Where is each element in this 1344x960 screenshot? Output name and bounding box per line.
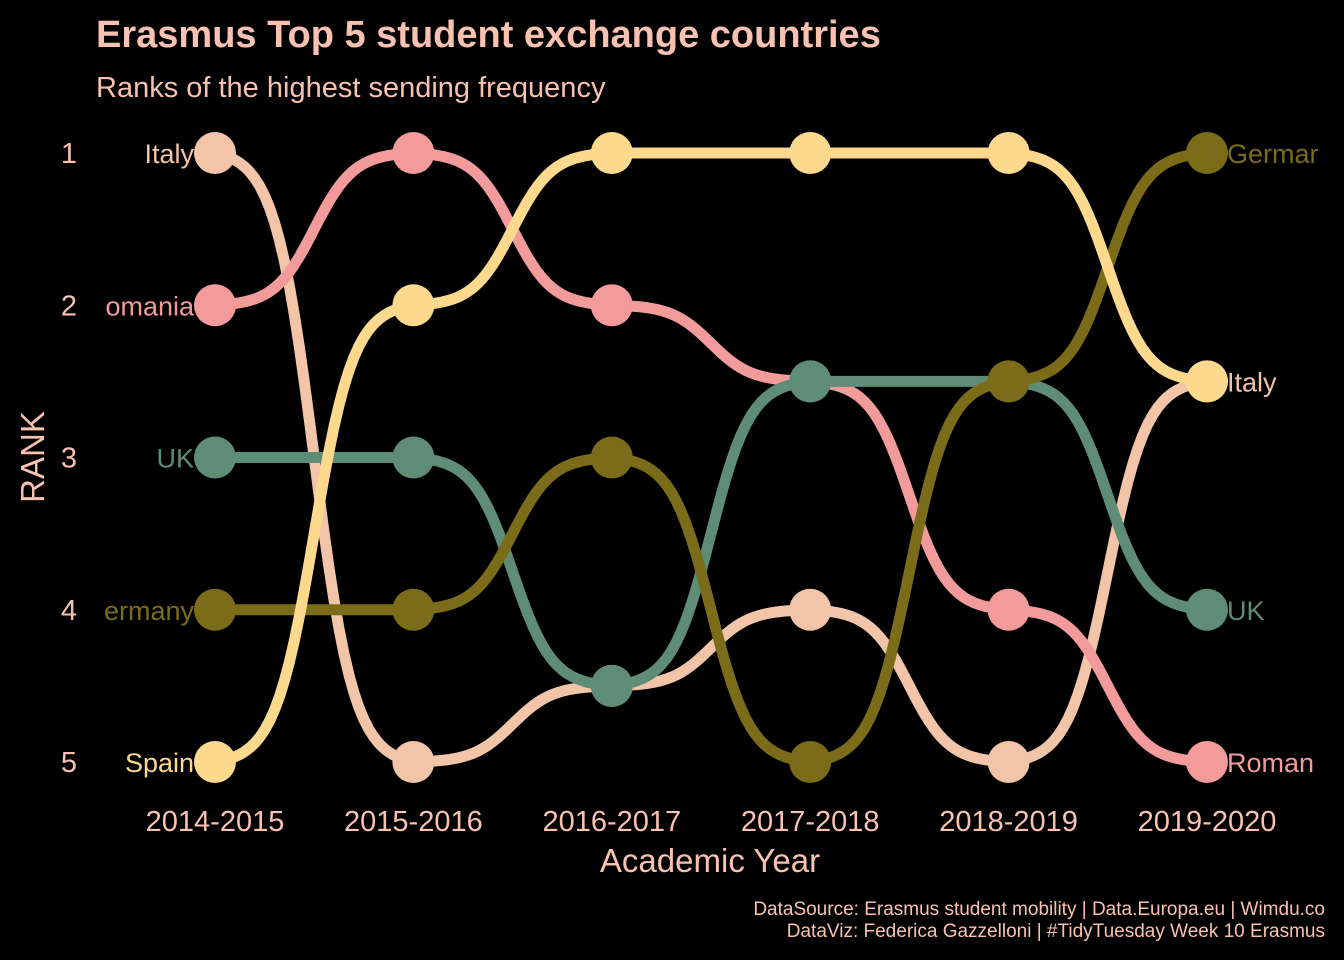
x-tick-labels: 2014-2015 2015-2016 2016-2017 2017-2018 2018…: [146, 806, 1277, 838]
end-label-romania: Roman: [1227, 748, 1314, 778]
point-uk: [392, 436, 435, 479]
point-italy: [392, 741, 435, 783]
point-spain: [1186, 360, 1228, 403]
y-tick-label: 5: [61, 747, 77, 779]
y-tick-label: 1: [61, 138, 77, 170]
point-uk: [1186, 588, 1228, 631]
x-tick-label: 2016-2017: [542, 806, 681, 838]
point-spain: [194, 741, 236, 783]
end-label-italy: Italy: [1227, 367, 1277, 397]
y-axis-title: RANK: [14, 411, 51, 503]
series-line-germany: [209, 147, 1213, 768]
series-points: [194, 132, 1228, 783]
start-label-germany: ermany: [104, 596, 195, 626]
series-lines: [209, 147, 1213, 768]
point-spain: [987, 132, 1030, 174]
end-label-uk: UK: [1227, 596, 1265, 626]
chart-title: Erasmus Top 5 student exchange countries: [96, 14, 881, 56]
x-tick-label: 2015-2016: [344, 806, 483, 838]
point-spain: [789, 132, 832, 174]
y-tick-label: 4: [61, 595, 77, 627]
y-tick-labels: 1 2 3 4 5: [61, 138, 77, 779]
x-tick-label: 2014-2015: [146, 806, 285, 838]
point-germany: [1186, 132, 1228, 174]
point-italy: [987, 741, 1030, 783]
point-germany: [987, 360, 1030, 403]
point-uk: [789, 360, 832, 403]
x-tick-label: 2019-2020: [1138, 806, 1277, 838]
series-line-spain: [209, 147, 1213, 768]
series-line-uk: [209, 375, 1213, 692]
point-spain: [392, 284, 435, 327]
point-germany: [392, 588, 435, 631]
point-uk: [194, 436, 236, 479]
point-romania: [392, 132, 435, 174]
point-romania: [194, 284, 236, 327]
point-uk: [590, 664, 633, 707]
x-tick-label: 2017-2018: [741, 806, 880, 838]
point-romania: [987, 588, 1030, 631]
x-axis-title: Academic Year: [600, 842, 820, 879]
start-label-romania: omania: [105, 291, 195, 321]
series-line-romania: [209, 147, 1213, 768]
start-labels: Italy omania UK ermany Spain: [104, 139, 195, 778]
end-label-germany: Germar: [1227, 139, 1319, 169]
caption-line-2: DataViz: Federica Gazzelloni | #TidyTues…: [787, 921, 1325, 942]
start-label-italy: Italy: [144, 139, 194, 169]
chart-subtitle: Ranks of the highest sending frequency: [96, 72, 606, 104]
x-tick-label: 2018-2019: [939, 806, 1078, 838]
point-italy: [194, 132, 236, 174]
series-line-italy: [209, 147, 1213, 768]
point-romania: [1186, 741, 1228, 783]
start-label-spain: Spain: [125, 748, 194, 778]
end-labels: Italy Roman UK Germar: [1227, 139, 1319, 778]
point-italy: [789, 588, 832, 631]
y-tick-label: 3: [61, 443, 77, 475]
point-romania: [590, 284, 633, 327]
y-tick-label: 2: [61, 290, 77, 322]
point-germany: [789, 741, 832, 783]
point-germany: [590, 436, 633, 479]
point-spain: [590, 132, 633, 174]
caption-line-1: DataSource: Erasmus student mobility | D…: [753, 899, 1325, 920]
start-label-uk: UK: [156, 444, 194, 474]
point-germany: [194, 588, 236, 631]
